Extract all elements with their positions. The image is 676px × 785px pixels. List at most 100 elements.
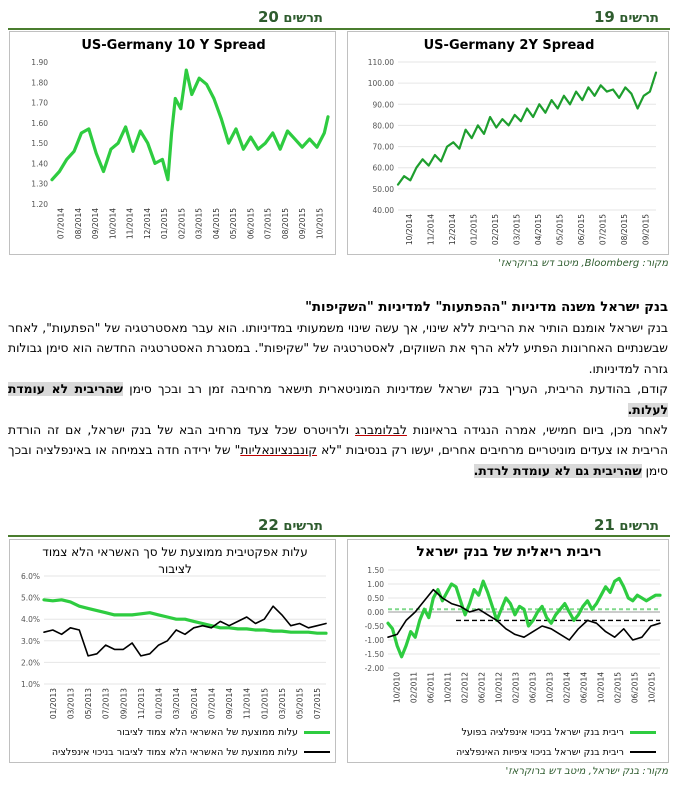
- y-tick-label: -1.50: [365, 650, 385, 659]
- x-tick-label: 01/2015: [260, 688, 269, 719]
- figure-word: תרשים: [283, 519, 323, 534]
- x-tick-label: 11/2014: [243, 688, 252, 719]
- x-tick-label: 02/2012: [461, 672, 470, 703]
- chart-us-germany-2y: US-Germany 2Y Spread 40.00 50.00 60.00 70.0…: [347, 31, 669, 255]
- highlight-text: שהריבית גם לא עומדת לרדת.: [473, 463, 642, 478]
- x-tick-label: 08/2015: [281, 208, 290, 239]
- x-tick-label: 12/2014: [143, 208, 152, 239]
- x-tick-label: 07/2013: [102, 688, 111, 719]
- x-tick-label: 02/2015: [491, 214, 500, 245]
- x-tick-label: 06/2015: [246, 208, 255, 239]
- figure-label-19: תרשים 19: [594, 8, 659, 26]
- y-tick-label: 1.20: [31, 200, 48, 209]
- y-tick-label: 0.50: [367, 594, 384, 603]
- paragraph-text: " של ירידה חדה בצמיחה או באינפלציה ובכך …: [8, 443, 668, 478]
- y-tick-label: 1.40: [31, 159, 48, 168]
- figure-word: תרשים: [619, 519, 659, 534]
- y-tick-label: -2.00: [365, 664, 385, 673]
- paragraph-text: קודם, בהודעת הריבית, העריך בנק ישראל שמד…: [123, 382, 668, 397]
- y-tick-label: 4.0%: [21, 615, 40, 624]
- y-tick-label: 1.70: [31, 99, 48, 108]
- x-tick-label: 11/2014: [126, 208, 135, 239]
- legend-item: ריבית בנק ישראל בניכוי ציפיות האינפלציה: [366, 742, 656, 762]
- legend-item: עלות ממוצעת של האשראי הלא צמוד לציבור בנ…: [40, 742, 330, 762]
- y-tick-label: 1.80: [31, 78, 48, 87]
- legend-label: ריבית בנק ישראל בניכוי אינפלציה בפועל: [461, 726, 624, 738]
- x-tick-label: 09/2015: [641, 214, 650, 245]
- x-tick-label: 07/2015: [264, 208, 273, 239]
- x-tick-label: 05/2013: [84, 688, 93, 719]
- x-tick-label: 06/2015: [631, 672, 640, 703]
- y-tick-label: -0.50: [365, 622, 385, 631]
- x-tick-label: 06/2014: [580, 672, 589, 703]
- x-tick-label: 06/2012: [478, 672, 487, 703]
- y-tick-label: 1.50: [367, 566, 384, 575]
- chart-svg: 1.20 1.30 1.40 1.50 1.60 1.70 1.80 1.90 07/2014 0…: [31, 58, 330, 239]
- x-tick-label: 05/2015: [555, 214, 564, 245]
- source-prefix: מקור:: [639, 258, 668, 269]
- article-heading: בנק ישראל משנה מדיניות "ההפתעות" למדיניו…: [305, 300, 668, 315]
- x-tick-label: 10/2014: [108, 208, 117, 239]
- series-line-1: [396, 71, 658, 186]
- chart-effective-cost-credit: עלות אפקטיבית ממוצעת של סך האשראי הלא צמ…: [9, 539, 336, 763]
- y-tick-label: 40.00: [373, 206, 395, 215]
- y-tick-label: 1.0%: [21, 680, 40, 689]
- figure-word: תרשים: [283, 11, 323, 26]
- legend: עלות ממוצעת של האשראי הלא צמוד לציבור על…: [40, 722, 330, 762]
- x-tick-label: 01/2015: [469, 214, 478, 245]
- paragraph-text: ולרויטרס שכל צעד מרחיב הבא של בנק ישראל,…: [8, 423, 668, 458]
- chart-real-interest-boi: ריבית ריאלית של בנק ישראל -2.00 -1.50 -1.0…: [347, 539, 669, 763]
- y-tick-label: 1.00: [367, 580, 384, 589]
- paragraph-text: לאחר מכן, ביום חמישי, אמרה הנגידה בראיונ…: [406, 423, 668, 438]
- x-tick-label: 07/2015: [313, 688, 322, 719]
- x-tick-label: 02/2014: [563, 672, 572, 703]
- figure-number: 19: [594, 8, 615, 26]
- chart-svg: 1.0% 2.0% 3.0% 4.0% 5.0% 6.0% 01/2013 03/2013 05…: [21, 572, 328, 719]
- y-tick-label: 60.00: [373, 164, 395, 173]
- x-tick-label: 03/2014: [172, 688, 181, 719]
- x-tick-label: 11/2013: [137, 688, 146, 719]
- x-tick-label: 03/2015: [195, 208, 204, 239]
- underlined-word: לבלומברג: [355, 423, 407, 438]
- x-tick-label: 09/2015: [298, 208, 307, 239]
- x-tick-label: 10/2015: [648, 672, 657, 703]
- figure-number: 22: [258, 516, 279, 534]
- y-tick-label: 1.30: [31, 180, 48, 189]
- figure-number: 20: [258, 8, 279, 26]
- x-tick-label: 07/2015: [598, 214, 607, 245]
- x-tick-label: 01/2015: [160, 208, 169, 239]
- x-tick-label: 02/2011: [410, 672, 419, 703]
- source-main: Bloomberg: [584, 258, 640, 269]
- chart-svg: 40.00 50.00 60.00 70.00 80.00 90.00 100.00 110.…: [368, 58, 658, 245]
- series-line-1: [42, 598, 328, 635]
- x-tick-label: 06/2015: [577, 214, 586, 245]
- y-tick-label: 0.00: [367, 608, 384, 617]
- y-tick-label: 110.00: [368, 58, 394, 67]
- x-tick-label: 10/2012: [495, 672, 504, 703]
- legend-swatch: [630, 730, 656, 734]
- article-paragraph-1: בנק ישראל אומנם הותיר את הריבית ללא שינו…: [8, 321, 668, 376]
- figure-label-20: תרשים 20: [258, 8, 323, 26]
- x-tick-label: 10/2014: [405, 214, 414, 245]
- x-tick-label: 10/2013: [546, 672, 555, 703]
- legend: ריבית בנק ישראל בניכוי אינפלציה בפועל רי…: [366, 722, 656, 762]
- legend-swatch: [630, 751, 656, 753]
- legend-label: עלות ממוצעת של האשראי הלא צמוד לציבור בנ…: [51, 746, 298, 758]
- source-suffix: , מיטב דש ברוקראז': [498, 258, 585, 269]
- x-tick-label: 02/2013: [512, 672, 521, 703]
- series-line-2: [43, 605, 327, 657]
- y-tick-label: 80.00: [373, 121, 395, 130]
- y-tick-label: 5.0%: [21, 594, 40, 603]
- y-tick-label: 70.00: [373, 143, 395, 152]
- figure-label-22: תרשים 22: [258, 516, 323, 534]
- chart-title: US-Germany 10 Y Spread: [81, 38, 266, 53]
- y-tick-label: 1.90: [31, 58, 48, 67]
- x-tick-label: 05/2015: [229, 208, 238, 239]
- article-paragraph-3: לאחר מכן, ביום חמישי, אמרה הנגידה בראיונ…: [8, 420, 668, 481]
- x-tick-label: 10/2011: [444, 672, 453, 703]
- article-paragraph-2: קודם, בהודעת הריבית, העריך בנק ישראל שמד…: [8, 379, 668, 420]
- x-tick-label: 01/2013: [49, 688, 58, 719]
- chart-title: ריבית ריאלית של בנק ישראל: [416, 544, 602, 560]
- y-tick-label: 90.00: [373, 100, 395, 109]
- figure-number: 21: [594, 516, 615, 534]
